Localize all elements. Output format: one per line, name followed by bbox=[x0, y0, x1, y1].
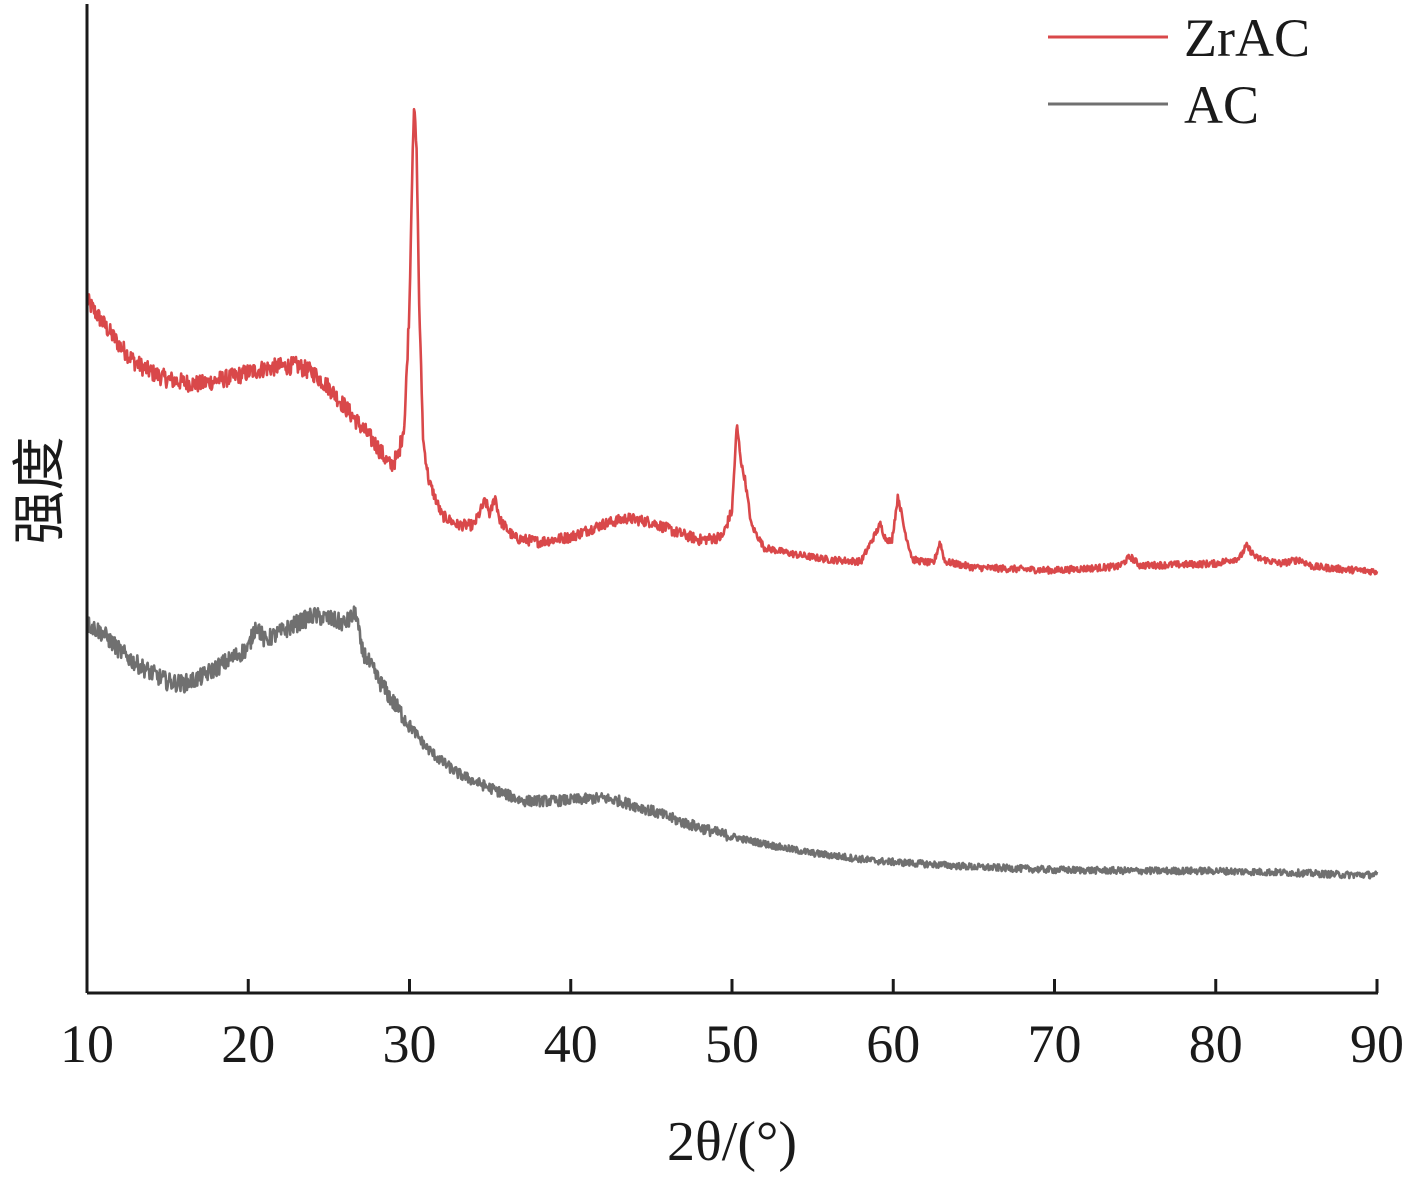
x-tick-label: 60 bbox=[866, 1014, 920, 1074]
x-axis-title: 2θ/(°) bbox=[667, 1111, 797, 1173]
x-tick-label: 70 bbox=[1028, 1014, 1082, 1074]
plot-lines bbox=[85, 107, 1379, 880]
y-axis-title: 强度 bbox=[8, 437, 71, 545]
x-tick-label: 20 bbox=[221, 1014, 275, 1074]
x-tick-label: 40 bbox=[544, 1014, 598, 1074]
legend-label-ac: AC bbox=[1184, 75, 1259, 135]
legend-label-zrac: ZrAC bbox=[1184, 8, 1310, 68]
legend: ZrAC AC bbox=[1048, 8, 1310, 135]
x-tick-label: 90 bbox=[1350, 1014, 1404, 1074]
x-tick-label: 80 bbox=[1189, 1014, 1243, 1074]
x-tick-label: 30 bbox=[383, 1014, 437, 1074]
series-line-zrac bbox=[85, 107, 1379, 576]
x-tick-label: 50 bbox=[705, 1014, 759, 1074]
axes: 10 20 30 40 50 60 70 80 90 bbox=[60, 4, 1404, 1074]
x-ticks: 10 20 30 40 50 60 70 80 90 bbox=[60, 979, 1404, 1074]
series-line-ac bbox=[86, 605, 1379, 880]
x-tick-label: 10 bbox=[60, 1014, 114, 1074]
